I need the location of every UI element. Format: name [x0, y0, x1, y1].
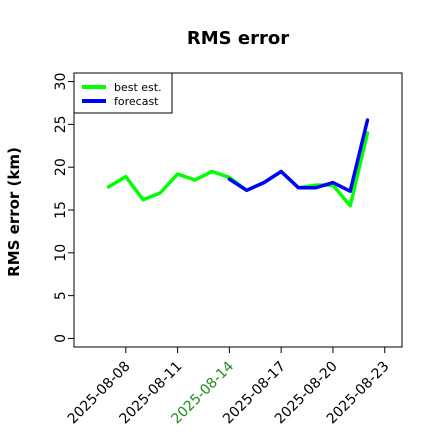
plot-area: 0510152025302025-08-082025-08-112025-08-… [53, 73, 393, 428]
series-line-2 [227, 118, 370, 193]
y-tick-label: 15 [53, 201, 69, 219]
legend-label-2: forecast [114, 95, 159, 108]
y-tick-label: 0 [53, 334, 69, 343]
y-tick-label: 5 [53, 291, 69, 300]
chart-title: RMS error [187, 28, 289, 49]
y-tick-label: 25 [53, 115, 69, 133]
legend: best est.forecast [73, 72, 173, 114]
y-tick-label: 30 [53, 73, 69, 91]
y-tick-label: 10 [53, 244, 69, 262]
legend-label-1: best est. [114, 81, 162, 94]
y-axis-label: RMS error (km) [5, 147, 23, 277]
y-tick-label: 20 [53, 158, 69, 176]
series-line-1 [106, 131, 370, 208]
plot-frame [73, 72, 403, 348]
legend-box [73, 72, 173, 114]
